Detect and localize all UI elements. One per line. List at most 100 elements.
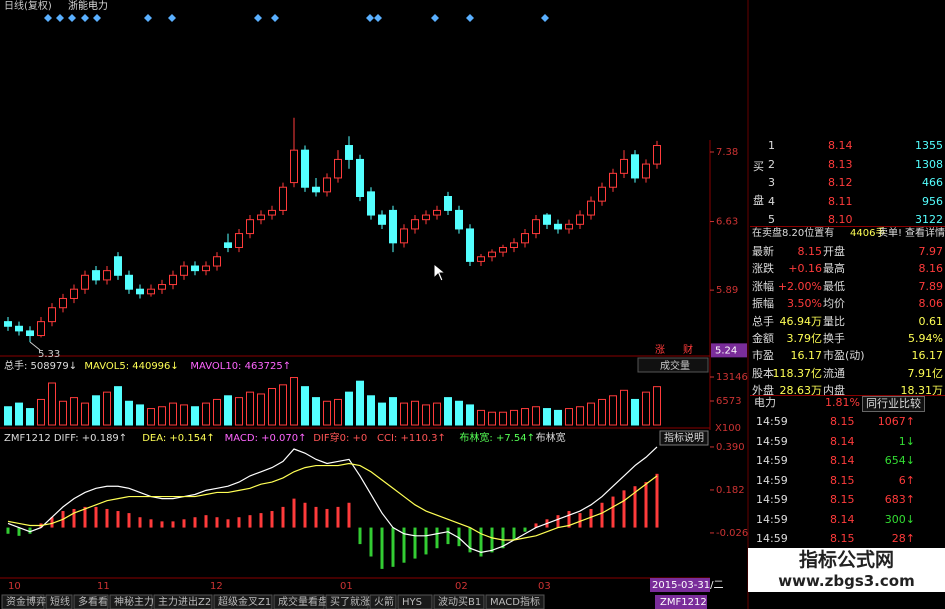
volume-bar <box>499 411 507 426</box>
divider <box>750 226 945 227</box>
volume-bar <box>257 393 265 426</box>
tick-price: 8.14 <box>830 512 855 526</box>
candle-body <box>180 265 188 276</box>
watermark-url: www.zbgs3.com <box>778 572 915 590</box>
volume-bar <box>158 406 166 426</box>
stat-value: 3.50% <box>787 297 822 311</box>
sector-button[interactable]: 同行业比较 <box>862 396 925 412</box>
candle-body <box>499 246 507 253</box>
book-price: 8.12 <box>828 176 853 189</box>
volume-bar <box>4 406 12 426</box>
book-side: 盘 <box>753 194 764 207</box>
volume-bar <box>136 404 144 426</box>
book-side: 买 <box>753 160 764 173</box>
volume-bar <box>609 395 617 426</box>
candle-body <box>521 233 529 244</box>
tick-volume: 300↓ <box>884 512 915 526</box>
tick-time: 14:59 <box>756 454 788 467</box>
tab[interactable] <box>73 594 109 609</box>
tick-time: 14:59 <box>756 532 788 545</box>
tab[interactable] <box>397 594 433 609</box>
volume-bar <box>367 395 375 426</box>
stat-label: 股本 <box>752 366 774 380</box>
volume-bar <box>378 402 386 426</box>
candle-body <box>532 219 540 235</box>
volume-bar <box>224 395 232 426</box>
volume-bar <box>510 409 518 426</box>
candle-body <box>202 265 210 272</box>
dropdown-label: 成交量 <box>660 359 690 372</box>
tab[interactable] <box>153 594 213 609</box>
candle-body <box>257 214 265 221</box>
tab[interactable] <box>273 594 325 609</box>
stat-label: 最新 <box>752 245 774 258</box>
candle-body <box>246 219 254 235</box>
book-level: 5 <box>768 213 775 226</box>
signal-marker <box>81 14 89 22</box>
volume-bar <box>400 402 408 426</box>
candle-body <box>554 223 562 230</box>
tab[interactable] <box>485 594 545 609</box>
tick-price: 8.14 <box>830 454 855 467</box>
y-tick-label: 7.38 <box>716 147 738 158</box>
tab-label: 神秘主力 <box>114 595 154 608</box>
tab[interactable] <box>325 594 369 609</box>
volume-bar <box>180 404 188 426</box>
y-tick-label: 0.390 <box>716 442 745 453</box>
volume-bar <box>411 400 419 426</box>
tab[interactable] <box>369 594 397 609</box>
volume-bar <box>70 397 78 426</box>
volume-bar <box>59 400 67 426</box>
stat-label: 涨跌 <box>752 262 774 276</box>
tick-volume: 1↓ <box>898 434 915 448</box>
tab-label: 波动买B1 <box>438 595 481 608</box>
period: 日线(复权) <box>4 0 52 12</box>
candle-body <box>312 186 320 193</box>
volume-bar <box>26 408 34 426</box>
tab[interactable] <box>213 594 273 609</box>
volume-bar <box>565 408 573 426</box>
tick-volume: 654↓ <box>884 454 915 467</box>
stat-label: 量比 <box>823 314 845 328</box>
stat-label: 开盘 <box>823 245 845 258</box>
candle-body <box>455 209 463 230</box>
signal-marker <box>271 14 279 22</box>
volume-label: MAVOL5: 440996↓ <box>84 361 178 372</box>
indicator-tab[interactable] <box>655 595 707 609</box>
unit-label: X100 <box>715 423 741 434</box>
macd-label: CCI: +110.3↑ <box>377 433 446 444</box>
dropdown[interactable] <box>637 357 709 373</box>
volume-bar <box>191 406 199 426</box>
tab-label: 超级金叉Z1 <box>218 595 271 608</box>
candle-body <box>268 209 276 216</box>
candle-body <box>323 177 331 193</box>
volume-bar <box>477 409 485 426</box>
help-button[interactable] <box>659 430 709 446</box>
candle-body <box>81 274 89 290</box>
candle-body <box>378 214 386 225</box>
macd-label: DEA: +0.154↑ <box>142 433 215 444</box>
tick-volume: 28↑ <box>891 532 915 545</box>
candle-body <box>543 214 551 225</box>
stat-label: 最高 <box>823 262 845 276</box>
stat-value: 16.17 <box>911 349 944 363</box>
panel-button: 涨 <box>655 344 665 356</box>
tab-label: 成交量看盘 <box>278 595 328 608</box>
tab[interactable] <box>433 594 485 609</box>
candle-body <box>345 145 353 160</box>
volume-bar <box>279 384 287 426</box>
cursor-price: 5.24 <box>715 345 737 356</box>
candle-body <box>125 274 133 290</box>
book-volume: 1308 <box>915 157 943 171</box>
tab[interactable] <box>1 594 45 609</box>
volume-bar <box>235 397 243 426</box>
tab[interactable] <box>45 594 73 609</box>
volume-bar <box>345 391 353 426</box>
book-volume: 3122 <box>915 213 943 226</box>
signal-marker <box>56 14 64 22</box>
signal-marker <box>374 14 382 22</box>
candle-body <box>466 228 474 262</box>
y-tick-label: 6.63 <box>716 217 738 228</box>
tab[interactable] <box>109 594 153 609</box>
stat-value: 7.97 <box>918 245 944 258</box>
